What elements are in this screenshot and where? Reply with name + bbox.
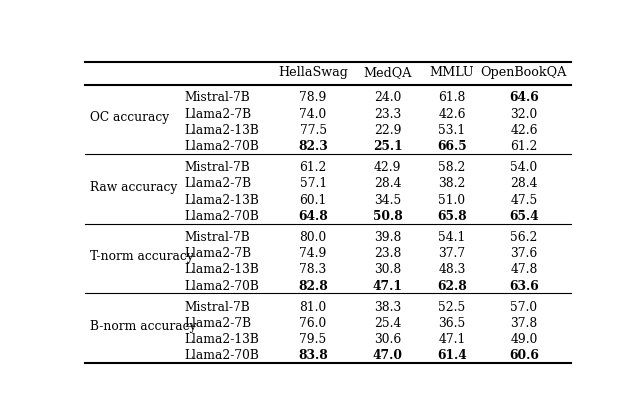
Text: 53.1: 53.1	[438, 124, 465, 137]
Text: 57.0: 57.0	[510, 300, 538, 314]
Text: 47.0: 47.0	[372, 350, 403, 362]
Text: 34.5: 34.5	[374, 194, 401, 207]
Text: 82.3: 82.3	[298, 140, 328, 153]
Text: 30.8: 30.8	[374, 263, 401, 277]
Text: 37.8: 37.8	[510, 317, 538, 330]
Text: Llama2-13B: Llama2-13B	[184, 333, 259, 346]
Text: 76.0: 76.0	[300, 317, 327, 330]
Text: OpenBookQA: OpenBookQA	[481, 66, 567, 79]
Text: 52.5: 52.5	[438, 300, 466, 314]
Text: 66.5: 66.5	[437, 140, 467, 153]
Text: 65.8: 65.8	[437, 210, 467, 223]
Text: 51.0: 51.0	[438, 194, 465, 207]
Text: Llama2-70B: Llama2-70B	[184, 280, 259, 292]
Text: 38.3: 38.3	[374, 300, 401, 314]
Text: 77.5: 77.5	[300, 124, 326, 137]
Text: Mistral-7B: Mistral-7B	[184, 300, 250, 314]
Text: 42.9: 42.9	[374, 161, 401, 174]
Text: Raw accuracy: Raw accuracy	[90, 181, 177, 194]
Text: 32.0: 32.0	[510, 108, 538, 120]
Text: 36.5: 36.5	[438, 317, 466, 330]
Text: 82.8: 82.8	[298, 280, 328, 292]
Text: MedQA: MedQA	[364, 66, 412, 79]
Text: Llama2-7B: Llama2-7B	[184, 177, 252, 190]
Text: HellaSwag: HellaSwag	[278, 66, 348, 79]
Text: Llama2-13B: Llama2-13B	[184, 263, 259, 277]
Text: 42.6: 42.6	[510, 124, 538, 137]
Text: 62.8: 62.8	[437, 280, 467, 292]
Text: 25.1: 25.1	[372, 140, 403, 153]
Text: 28.4: 28.4	[374, 177, 401, 190]
Text: 64.6: 64.6	[509, 91, 539, 104]
Text: 78.3: 78.3	[300, 263, 327, 277]
Text: OC accuracy: OC accuracy	[90, 111, 169, 124]
Text: 65.4: 65.4	[509, 210, 539, 223]
Text: 37.7: 37.7	[438, 247, 465, 260]
Text: 79.5: 79.5	[300, 333, 327, 346]
Text: Llama2-70B: Llama2-70B	[184, 140, 259, 153]
Text: Llama2-70B: Llama2-70B	[184, 210, 259, 223]
Text: 57.1: 57.1	[300, 177, 326, 190]
Text: Mistral-7B: Mistral-7B	[184, 91, 250, 104]
Text: 80.0: 80.0	[300, 231, 327, 244]
Text: 23.8: 23.8	[374, 247, 401, 260]
Text: Mistral-7B: Mistral-7B	[184, 161, 250, 174]
Text: Mistral-7B: Mistral-7B	[184, 231, 250, 244]
Text: 61.2: 61.2	[300, 161, 327, 174]
Text: 23.3: 23.3	[374, 108, 401, 120]
Text: 47.1: 47.1	[372, 280, 403, 292]
Text: B-norm accuracy: B-norm accuracy	[90, 320, 196, 333]
Text: 47.1: 47.1	[438, 333, 466, 346]
Text: 83.8: 83.8	[298, 350, 328, 362]
Text: 28.4: 28.4	[510, 177, 538, 190]
Text: Llama2-7B: Llama2-7B	[184, 317, 252, 330]
Text: 25.4: 25.4	[374, 317, 401, 330]
Text: 30.6: 30.6	[374, 333, 401, 346]
Text: 60.6: 60.6	[509, 350, 539, 362]
Text: 81.0: 81.0	[300, 300, 327, 314]
Text: 22.9: 22.9	[374, 124, 401, 137]
Text: 50.8: 50.8	[372, 210, 403, 223]
Text: 60.1: 60.1	[300, 194, 327, 207]
Text: 61.2: 61.2	[510, 140, 538, 153]
Text: 54.0: 54.0	[510, 161, 538, 174]
Text: 38.2: 38.2	[438, 177, 466, 190]
Text: 56.2: 56.2	[510, 231, 538, 244]
Text: Llama2-70B: Llama2-70B	[184, 350, 259, 362]
Text: Llama2-7B: Llama2-7B	[184, 247, 252, 260]
Text: 74.0: 74.0	[300, 108, 327, 120]
Text: 42.6: 42.6	[438, 108, 466, 120]
Text: T-norm accuracy: T-norm accuracy	[90, 250, 193, 263]
Text: 49.0: 49.0	[510, 333, 538, 346]
Text: 58.2: 58.2	[438, 161, 466, 174]
Text: 47.8: 47.8	[510, 263, 538, 277]
Text: 61.4: 61.4	[437, 350, 467, 362]
Text: 63.6: 63.6	[509, 280, 539, 292]
Text: 48.3: 48.3	[438, 263, 466, 277]
Text: Llama2-13B: Llama2-13B	[184, 124, 259, 137]
Text: 74.9: 74.9	[300, 247, 327, 260]
Text: 61.8: 61.8	[438, 91, 466, 104]
Text: Llama2-13B: Llama2-13B	[184, 194, 259, 207]
Text: 64.8: 64.8	[298, 210, 328, 223]
Text: 78.9: 78.9	[300, 91, 327, 104]
Text: 39.8: 39.8	[374, 231, 401, 244]
Text: 37.6: 37.6	[510, 247, 538, 260]
Text: MMLU: MMLU	[429, 66, 474, 79]
Text: 54.1: 54.1	[438, 231, 466, 244]
Text: Llama2-7B: Llama2-7B	[184, 108, 252, 120]
Text: 47.5: 47.5	[510, 194, 538, 207]
Text: 24.0: 24.0	[374, 91, 401, 104]
